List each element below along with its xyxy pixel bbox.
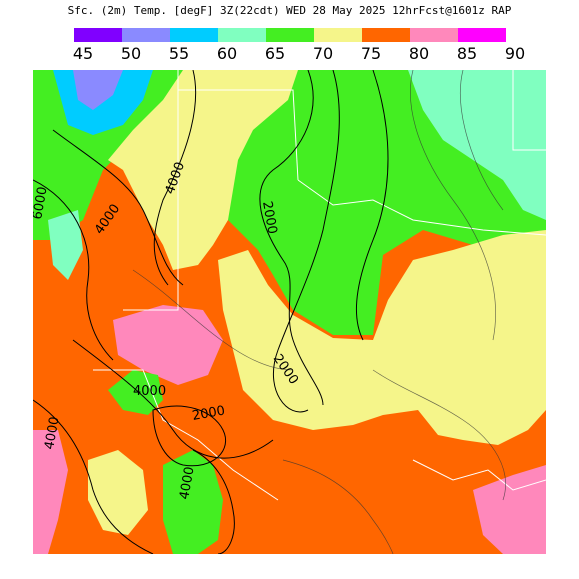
legend-swatch-75: [362, 28, 410, 42]
legend-label-75: 75: [360, 44, 382, 63]
contour-lines-faint: [132, 69, 506, 555]
legend-label-45: 45: [72, 44, 94, 63]
legend-swatch-65: [266, 28, 314, 42]
contour-label: 6000: [33, 185, 51, 220]
contour-label: 4000: [133, 384, 166, 399]
legend-label-55: 55: [168, 44, 190, 63]
field-65-southwest: [108, 370, 163, 415]
contour-label: 4000: [177, 465, 198, 500]
legend-label-85: 85: [456, 44, 478, 63]
legend-swatch-80: [410, 28, 458, 42]
map-title: Sfc. (2m) Temp. [degF] 3Z(22cdt) WED 28 …: [67, 4, 512, 17]
field-70-central: [218, 230, 546, 445]
field-50-northwest: [73, 70, 123, 110]
field-70-northwest: [108, 70, 298, 270]
field-65-south: [163, 450, 223, 554]
legend-label-80: 80: [408, 44, 430, 63]
temperature-map: 6000 4000 4000 2000 2000 4000 2000 4000 …: [30, 69, 547, 555]
contour-label: 2000: [259, 200, 280, 235]
legend-label-65: 65: [264, 44, 286, 63]
contour-lines: [32, 69, 389, 555]
field-60-northeast: [408, 70, 546, 220]
legend-label-60: 60: [216, 44, 238, 63]
legend-labels: 45 50 55 60 65 70 75 80 85 90: [60, 44, 530, 63]
legend-swatch-55: [170, 28, 218, 42]
contour-label: 2000: [191, 403, 226, 424]
legend-label-50: 50: [120, 44, 142, 63]
field-80-south: [473, 465, 546, 554]
legend-label-70: 70: [312, 44, 334, 63]
field-60-west: [48, 210, 83, 280]
legend-swatch-70: [314, 28, 362, 42]
field-80-southwest-edge: [33, 430, 68, 554]
legend-swatch-50: [122, 28, 170, 42]
field-70-south: [88, 450, 148, 535]
legend-swatch-85: [458, 28, 506, 42]
temperature-legend: [74, 28, 506, 42]
legend-swatch-45: [74, 28, 122, 42]
contour-label: 4000: [42, 415, 63, 450]
field-80-southwest: [113, 305, 223, 385]
legend-label-90: 90: [504, 44, 526, 63]
legend-swatch-60: [218, 28, 266, 42]
state-borders: [93, 70, 547, 501]
